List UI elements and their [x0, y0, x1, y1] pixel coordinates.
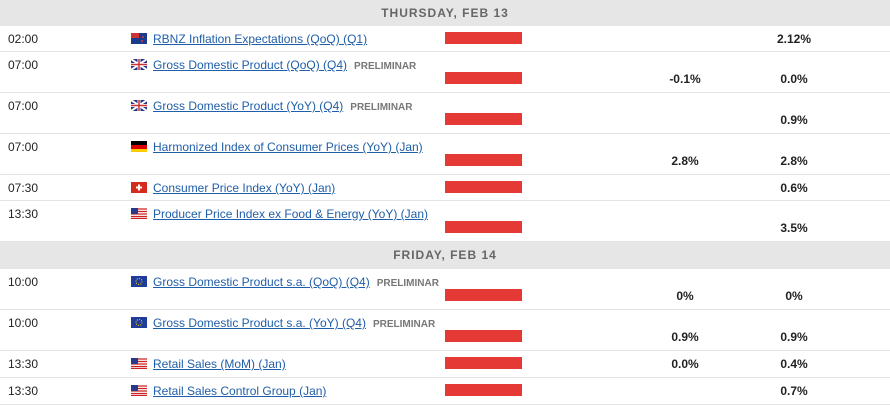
previous: 0%	[785, 289, 803, 303]
event-row: 07:30 Consumer Price Index (YoY) (Jan) 0…	[0, 175, 890, 201]
time: 07:00	[8, 99, 39, 113]
event-link[interactable]: RBNZ Inflation Expectations (QoQ) (Q1)	[153, 32, 368, 46]
event-row: 13:30 Retail Sales Control Group (Jan) 0…	[0, 378, 890, 405]
event-link[interactable]: Harmonized Index of Consumer Prices (YoY…	[153, 140, 423, 154]
flag	[131, 317, 147, 328]
impact-bar	[445, 181, 522, 193]
time: 13:30	[8, 207, 39, 221]
impact-bar	[445, 113, 522, 125]
event: Producer Price Index ex Food & Energy (Y…	[153, 207, 428, 221]
event-row: 02:00 RBNZ Inflation Expectations (QoQ) …	[0, 26, 890, 52]
event-row: 10:00 Gross Domestic Product s.a. (YoY) …	[0, 310, 890, 351]
impact-bar	[445, 32, 522, 44]
time: 13:30	[8, 384, 39, 398]
event-row: 13:30 Producer Price Index ex Food & Ene…	[0, 201, 890, 242]
event: RBNZ Inflation Expectations (QoQ) (Q1)	[153, 32, 367, 46]
event: Gross Domestic Product (YoY) (Q4) PRELIMI…	[153, 99, 413, 113]
event-link[interactable]: Gross Domestic Product (QoQ) (Q4)	[153, 58, 348, 72]
event-row: 07:00 Harmonized Index of Consumer Price…	[0, 134, 890, 175]
event-link[interactable]: Producer Price Index ex Food & Energy (Y…	[153, 207, 429, 221]
day-header: FRIDAY, FEB 14	[0, 242, 890, 269]
event: Retail Sales (MoM) (Jan)	[153, 357, 286, 371]
flag	[131, 208, 147, 219]
event-row: 10:00 Gross Domestic Product s.a. (QoQ) …	[0, 269, 890, 310]
impact-bar	[445, 154, 522, 166]
time: 07:00	[8, 58, 39, 72]
flag	[131, 276, 147, 287]
impact-bar	[445, 72, 522, 84]
previous: 0.4%	[780, 357, 808, 371]
event-row: 07:00 Gross Domestic Product (QoQ) (Q4) P…	[0, 52, 890, 93]
event-link[interactable]: Gross Domestic Product s.a. (YoY) (Q4)	[153, 316, 366, 330]
event: Retail Sales Control Group (Jan)	[153, 384, 326, 398]
event-link[interactable]: Retail Sales Control Group (Jan)	[153, 384, 327, 398]
previous: 3.5%	[780, 221, 808, 235]
event-row: 13:30 Retail Sales (MoM) (Jan) 0.0% 0.4%	[0, 351, 890, 378]
previous: 0.9%	[780, 330, 808, 344]
impact-bar	[445, 357, 522, 369]
event: Harmonized Index of Consumer Prices (YoY…	[153, 140, 423, 154]
tag: PRELIMINAR	[376, 278, 439, 289]
day-header: THURSDAY, FEB 13	[0, 0, 890, 26]
time: 13:30	[8, 357, 39, 371]
impact-bar	[445, 330, 522, 342]
time: 07:30	[8, 181, 39, 195]
event-link[interactable]: Gross Domestic Product (YoY) (Q4)	[153, 99, 344, 113]
time: 07:00	[8, 140, 39, 154]
previous: 0.0%	[780, 72, 808, 86]
flag	[131, 59, 147, 70]
forecast: 2.8%	[671, 154, 699, 168]
impact-bar	[445, 384, 522, 396]
event-link[interactable]: Gross Domestic Product s.a. (QoQ) (Q4)	[153, 275, 370, 289]
event: Gross Domestic Product (QoQ) (Q4) PRELIMI…	[153, 58, 416, 72]
forecast: -0.1%	[669, 72, 701, 86]
flag	[131, 141, 147, 152]
event: Gross Domestic Product s.a. (YoY) (Q4) PR…	[153, 316, 435, 330]
forecast: 0.0%	[671, 357, 699, 371]
flag	[131, 182, 147, 193]
flag	[131, 100, 147, 111]
event-row: 07:00 Gross Domestic Product (YoY) (Q4) P…	[0, 93, 890, 134]
impact-bar	[445, 221, 522, 233]
flag	[131, 385, 147, 396]
previous: 0.7%	[780, 384, 808, 398]
previous: 2.8%	[780, 154, 808, 168]
tag: PRELIMINAR	[350, 102, 413, 113]
flag	[131, 358, 147, 369]
previous: 0.6%	[780, 181, 808, 195]
tag: PRELIMINAR	[354, 61, 417, 72]
previous: 0.9%	[780, 113, 808, 127]
event: Gross Domestic Product s.a. (QoQ) (Q4) PR…	[153, 275, 439, 289]
previous: 2.12%	[776, 32, 812, 46]
time: 10:00	[8, 275, 39, 289]
impact-bar	[445, 289, 522, 301]
event: Consumer Price Index (YoY) (Jan)	[153, 181, 335, 195]
time: 10:00	[8, 316, 39, 330]
forecast: 0.9%	[671, 330, 699, 344]
event-link[interactable]: Retail Sales (MoM) (Jan)	[153, 357, 286, 371]
tag: PRELIMINAR	[372, 319, 436, 330]
event-link[interactable]: Consumer Price Index (YoY) (Jan)	[153, 181, 336, 195]
forecast: 0%	[676, 289, 694, 303]
flag	[131, 33, 147, 44]
time: 02:00	[8, 32, 39, 46]
